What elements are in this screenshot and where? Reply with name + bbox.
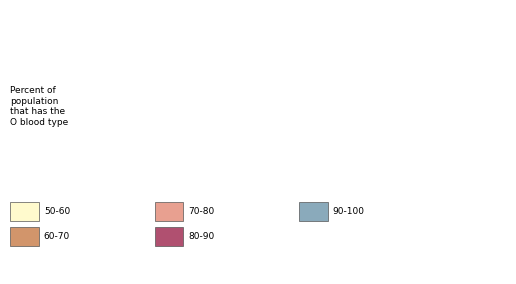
Text: 70-80: 70-80 (188, 207, 215, 216)
Text: 80-90: 80-90 (188, 231, 215, 241)
Text: 60-70: 60-70 (44, 231, 70, 241)
FancyBboxPatch shape (155, 202, 183, 221)
Text: 90-100: 90-100 (333, 207, 365, 216)
FancyBboxPatch shape (155, 227, 183, 245)
Text: Percent of
population
that has the
O blood type: Percent of population that has the O blo… (10, 86, 69, 127)
Text: 50-60: 50-60 (44, 207, 70, 216)
FancyBboxPatch shape (10, 227, 39, 245)
FancyBboxPatch shape (10, 202, 39, 221)
FancyBboxPatch shape (299, 202, 328, 221)
